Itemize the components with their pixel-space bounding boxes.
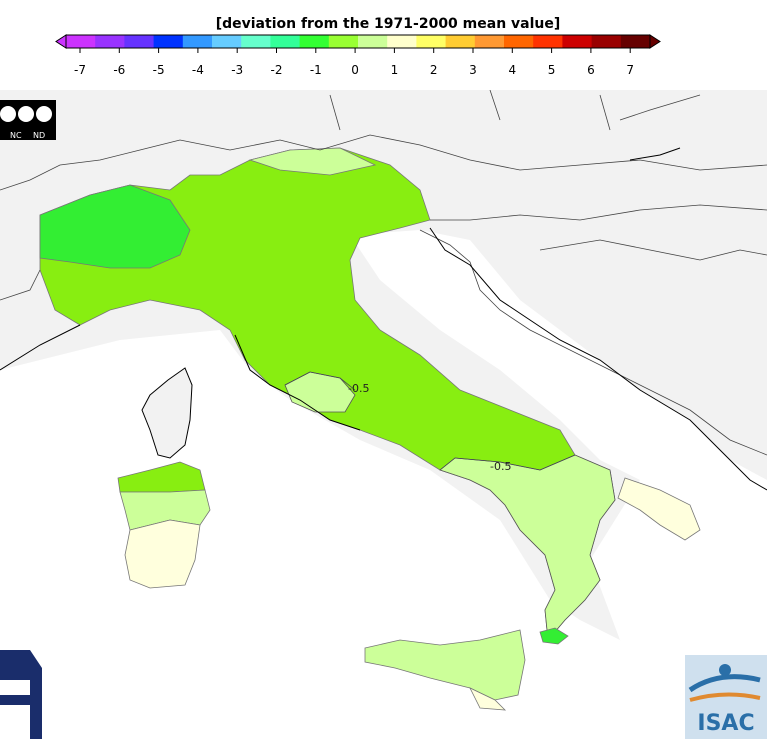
- colorbar-segment: [620, 35, 651, 48]
- colorbar-segment: [474, 35, 505, 48]
- tyrrhenian-sea: [0, 330, 767, 739]
- legend-title: [deviation from the 1971-2000 mean value…: [216, 16, 561, 32]
- colorbar-tick-label: -7: [74, 63, 86, 77]
- colorbar-tick-label: 1: [391, 63, 399, 77]
- colorbar-tick-label: 4: [508, 63, 516, 77]
- puglia-tip-region: [617, 477, 701, 541]
- colorbar-segment: [591, 35, 622, 48]
- colorbar-segment: [153, 35, 184, 48]
- colorbar-segment: [533, 35, 563, 48]
- calabria-tip-region: [539, 627, 569, 645]
- colorbar-tick-label: -1: [310, 63, 322, 77]
- northwest-region: [39, 184, 191, 269]
- isac-logo: ISAC: [685, 655, 767, 739]
- colorbar-segment: [182, 35, 213, 48]
- colorbar-tick-label: 0: [351, 63, 359, 77]
- swimmer-icon: [719, 664, 731, 676]
- colorbar-segment: [124, 35, 155, 48]
- colorbar-segment: [328, 35, 359, 48]
- license-badge: NC ND: [0, 100, 56, 140]
- colorbar-segment: [562, 35, 593, 48]
- sardinia-south-region: [124, 519, 201, 589]
- colorbar-segment: [504, 35, 534, 48]
- contour-label-south: -0.5: [490, 460, 511, 473]
- colorbar-ticks: -7 -6 -5 -4 -3 -2 -1 0 1 2 3 4 5 6 7: [74, 48, 634, 77]
- colorbar-segment: [241, 35, 271, 48]
- sicily-south-region: [469, 687, 507, 711]
- colorbar-tick-label: 2: [430, 63, 438, 77]
- colorbar-segment: [212, 35, 242, 48]
- northeast-region: [248, 147, 377, 176]
- license-nc: NC: [10, 131, 22, 140]
- colorbar-tick-label: 5: [548, 63, 556, 77]
- colorbar-tick-label: -2: [271, 63, 283, 77]
- colorbar-segment: [416, 35, 447, 48]
- colorbar-segment: [387, 35, 417, 48]
- colorbar-tick-label: -5: [153, 63, 165, 77]
- colorbar-tick-label: 3: [469, 63, 477, 77]
- colorbar-tick-label: 7: [626, 63, 634, 77]
- sicily-region: [364, 629, 526, 701]
- colorbar-tick-label: -6: [113, 63, 125, 77]
- cc-by-icon: [0, 106, 16, 122]
- nc-icon: [18, 106, 34, 122]
- colorbar-border: [65, 34, 651, 49]
- country-borders: [0, 89, 767, 456]
- colorbar-tick-label: -3: [231, 63, 243, 77]
- contour-lines: [284, 371, 576, 471]
- colorbar: [55, 34, 661, 49]
- license-nd: ND: [33, 131, 45, 140]
- coastlines: [0, 147, 767, 491]
- colorbar-segment: [358, 35, 388, 48]
- colorbar-segment: [270, 35, 301, 48]
- colorbar-tick-label: -4: [192, 63, 204, 77]
- nd-icon: [36, 106, 52, 122]
- colorbar-segment: [445, 35, 476, 48]
- colorbar-tick-label: 6: [587, 63, 595, 77]
- colorbar-segment: [66, 35, 96, 48]
- colorbar-segment: [299, 35, 330, 48]
- contour-label-central: -0.5: [348, 382, 369, 395]
- corsica-outline: [141, 367, 193, 459]
- isac-logo-text: ISAC: [697, 711, 754, 736]
- partner-logo-left: [0, 650, 42, 739]
- colorbar-segment: [95, 35, 125, 48]
